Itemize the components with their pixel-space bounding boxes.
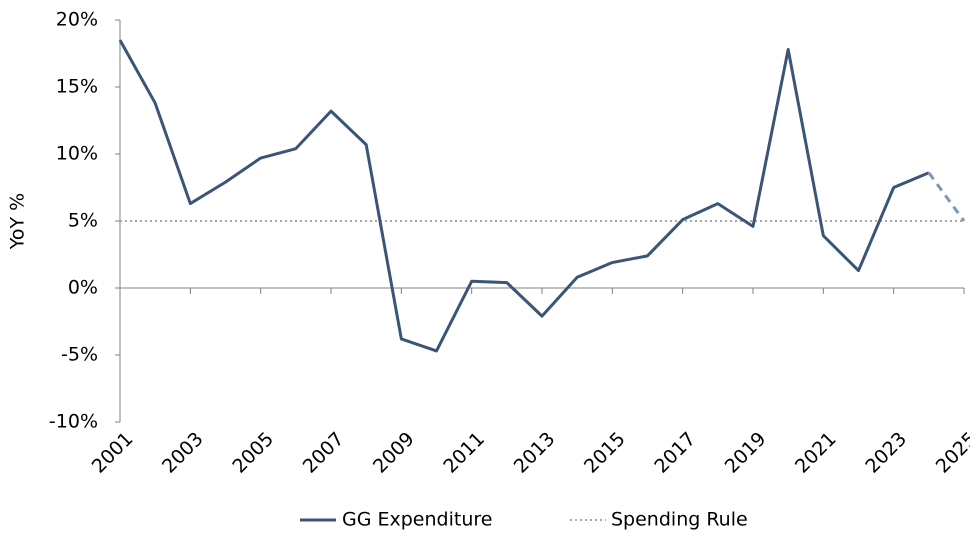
x-tick-label: 2013 (510, 428, 560, 478)
x-tick-label: 2003 (158, 428, 208, 478)
x-tick-label: 2021 (791, 428, 841, 478)
legend-label: GG Expenditure (342, 509, 492, 531)
y-tick-label: -5% (61, 344, 98, 366)
x-tick-label: 2017 (650, 428, 700, 478)
y-tick-label: 20% (56, 9, 98, 31)
y-tick-label: 0% (68, 277, 98, 299)
series-line-forecast (927, 171, 966, 222)
x-tick-label: 2019 (721, 428, 771, 478)
x-tick-label: 2025 (932, 428, 970, 478)
x-tick-label: 2015 (580, 428, 630, 478)
y-tick-label: 15% (56, 76, 98, 98)
x-tick-label: 2001 (88, 428, 138, 478)
y-axis-label: YoY % (7, 193, 29, 250)
x-tick-label: 2009 (369, 428, 419, 478)
y-tick-label: -10% (49, 411, 98, 433)
x-tick-label: 2007 (299, 428, 349, 478)
x-tick-label: 2011 (439, 428, 489, 478)
y-tick-label: 5% (68, 210, 98, 232)
y-tick-label: 10% (56, 143, 98, 165)
x-tick-label: 2005 (228, 428, 278, 478)
series-line (118, 39, 930, 353)
legend-label: Spending Rule (611, 509, 748, 531)
x-tick-label: 2023 (861, 428, 911, 478)
